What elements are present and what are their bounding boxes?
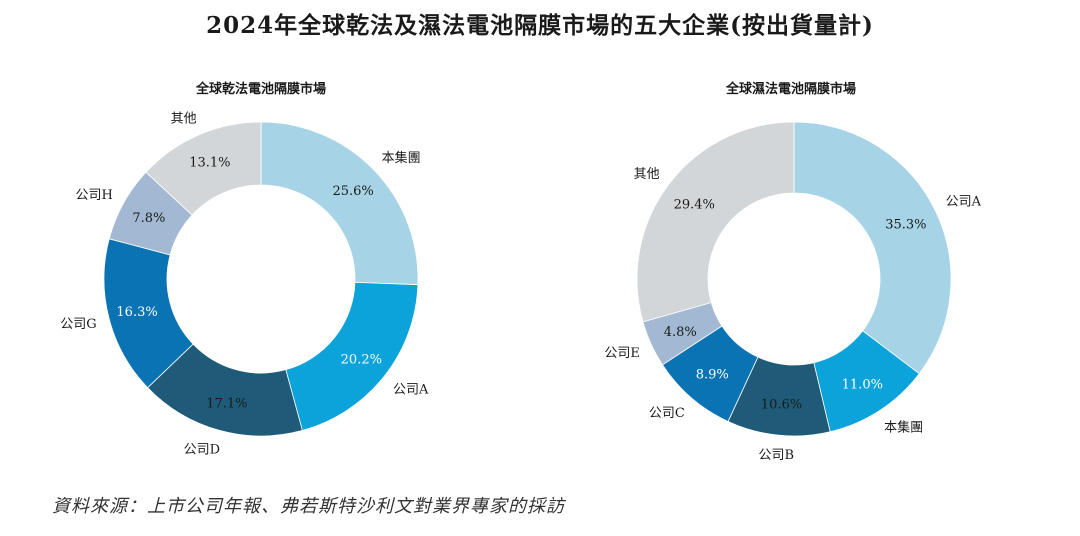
chart-title: 全球濕法電池隔膜市場 xyxy=(725,81,856,97)
category-label: 公司A xyxy=(946,195,982,210)
data-label: 10.6% xyxy=(761,397,802,412)
category-label: 其他 xyxy=(171,112,197,127)
data-label: 20.2% xyxy=(341,352,382,367)
donut-slice xyxy=(636,121,795,323)
data-label: 7.8% xyxy=(132,211,165,226)
data-label: 4.8% xyxy=(664,325,697,340)
main-title: 2024年全球乾法及濕法電池隔膜市場的五大企業(按出貨量計) xyxy=(206,12,874,39)
data-label: 17.1% xyxy=(206,396,247,411)
category-label: 公司B xyxy=(759,448,795,463)
category-label: 本集團 xyxy=(884,419,923,435)
data-label: 11.0% xyxy=(842,378,883,393)
category-label: 本集團 xyxy=(382,150,421,166)
data-label: 8.9% xyxy=(696,368,729,383)
data-label: 13.1% xyxy=(189,156,230,171)
donut-slice xyxy=(145,121,262,216)
category-label: 公司A xyxy=(393,382,429,397)
data-label: 16.3% xyxy=(116,305,157,320)
category-label: 其他 xyxy=(634,167,660,182)
data-label: 25.6% xyxy=(332,184,373,199)
category-label: 公司H xyxy=(76,188,113,203)
category-label: 公司D xyxy=(184,443,220,458)
chart-title: 全球乾法電池隔膜市場 xyxy=(195,81,326,97)
source-note: 資料來源：上市公司年報、弗若斯特沙利文對業界專家的採訪 xyxy=(52,496,565,517)
donut-slice xyxy=(260,121,419,286)
donut-slice xyxy=(793,121,952,375)
dry-separator-donut-chart: 25.6% 本集團 20.2% 公司A 17.1% 公司D 16.3% 公司G 7.8% 公司H 1… xyxy=(60,81,429,458)
wet-separator-donut-chart: 35.3% 公司A 11.0% 本集團 10.6% 公司B 8.9% 公司C 4.8% 公司E 29… xyxy=(604,81,981,463)
donut-slice xyxy=(285,281,419,431)
category-label: 公司E xyxy=(604,346,640,361)
category-label: 公司C xyxy=(649,406,685,421)
data-label: 29.4% xyxy=(674,198,715,213)
data-label: 35.3% xyxy=(885,217,926,232)
category-label: 公司G xyxy=(60,317,96,332)
